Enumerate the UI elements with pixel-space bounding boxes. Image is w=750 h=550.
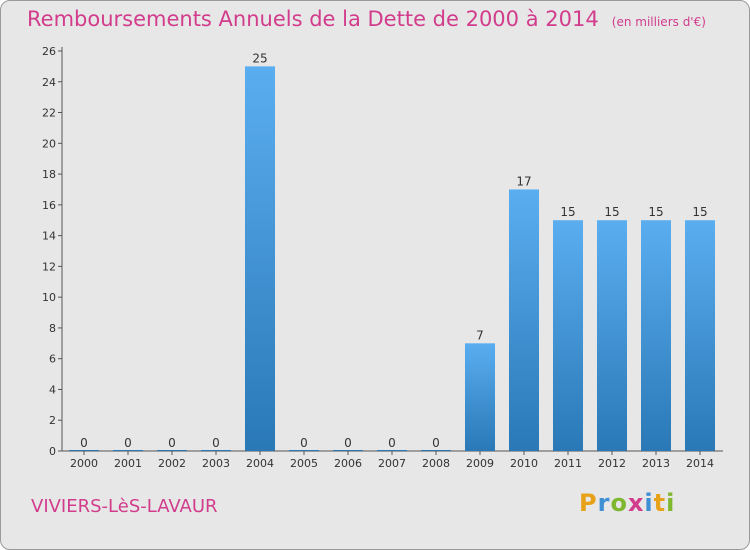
- data-label: 15: [560, 205, 575, 219]
- data-label: 15: [648, 205, 663, 219]
- x-tick-label: 2014: [686, 457, 714, 470]
- chart-title: Remboursements Annuels de la Dette de 20…: [27, 7, 599, 31]
- bar: [69, 450, 99, 451]
- y-tick-label: 6: [49, 353, 56, 366]
- y-tick-label: 0: [49, 445, 56, 458]
- y-tick-label: 14: [42, 230, 56, 243]
- proxiti-logo[interactable]: Proxiti: [579, 489, 675, 517]
- bar: [553, 220, 583, 451]
- y-tick-label: 10: [42, 291, 56, 304]
- data-label: 15: [604, 205, 619, 219]
- y-tick-label: 24: [42, 76, 56, 89]
- bar: [465, 343, 495, 451]
- data-label: 0: [168, 436, 176, 450]
- data-label: 0: [124, 436, 132, 450]
- x-tick-label: 2001: [114, 457, 142, 470]
- data-label: 0: [80, 436, 88, 450]
- bar: [421, 450, 451, 451]
- bar: [289, 450, 319, 451]
- bar: [641, 220, 671, 451]
- data-label: 17: [516, 174, 531, 188]
- logo-letter: x: [627, 489, 645, 517]
- x-tick-label: 2000: [70, 457, 98, 470]
- x-axis: 2000 2001 2002 2003 2004 2005 2006 2007 2008 2009…: [62, 450, 723, 470]
- bar: [333, 450, 363, 451]
- bar: [509, 189, 539, 451]
- chart-subtitle: (en milliers d'€): [611, 15, 706, 29]
- logo-letter: P: [579, 489, 598, 517]
- x-tick-label: 2004: [246, 457, 274, 470]
- x-tick-label: 2011: [554, 457, 582, 470]
- bar: [201, 450, 231, 451]
- bar: [597, 220, 627, 451]
- y-tick-label: 2: [49, 414, 56, 427]
- x-tick-label: 2007: [378, 457, 406, 470]
- y-tick-label: 26: [42, 45, 56, 58]
- data-label: 15: [692, 205, 707, 219]
- data-label: 0: [300, 436, 308, 450]
- logo-letter: t: [653, 489, 667, 517]
- logo-letter: r: [597, 489, 611, 517]
- bar: [157, 450, 187, 451]
- x-tick-label: 2009: [466, 457, 494, 470]
- bar: [377, 450, 407, 451]
- data-label: 0: [388, 436, 396, 450]
- x-tick-label: 2010: [510, 457, 538, 470]
- data-label: 0: [432, 436, 440, 450]
- x-tick-label: 2012: [598, 457, 626, 470]
- bar: [245, 66, 275, 451]
- x-tick-label: 2002: [158, 457, 186, 470]
- data-label: 0: [212, 436, 220, 450]
- y-tick-label: 20: [42, 137, 56, 150]
- x-tick-label: 2003: [202, 457, 230, 470]
- logo-letter: i: [666, 489, 676, 517]
- data-label: 0: [344, 436, 352, 450]
- title-row: Remboursements Annuels de la Dette de 20…: [27, 7, 706, 31]
- y-tick-label: 22: [42, 107, 56, 120]
- bars: 0 0 0 0 25 0 0 0 0 7 17 15 15 15 15: [69, 51, 715, 451]
- y-tick-label: 4: [49, 383, 56, 396]
- data-label: 7: [476, 328, 484, 342]
- x-tick-label: 2008: [422, 457, 450, 470]
- y-tick-label: 8: [49, 322, 56, 335]
- bar: [113, 450, 143, 451]
- commune-name: VIVIERS-LèS-LAVAUR: [31, 496, 218, 517]
- x-tick-label: 2005: [290, 457, 318, 470]
- y-tick-label: 16: [42, 199, 56, 212]
- bar: [685, 220, 715, 451]
- logo-letter: i: [644, 489, 654, 517]
- x-tick-label: 2006: [334, 457, 362, 470]
- data-label: 25: [252, 51, 267, 65]
- logo-letter: o: [610, 489, 628, 517]
- x-tick-label: 2013: [642, 457, 670, 470]
- y-tick-label: 12: [42, 260, 56, 273]
- y-tick-label: 18: [42, 168, 56, 181]
